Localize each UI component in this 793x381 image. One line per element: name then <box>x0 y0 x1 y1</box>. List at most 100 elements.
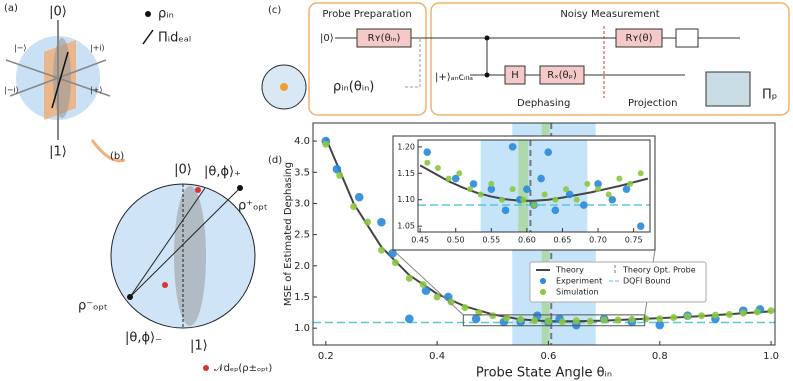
box-title: Probe Preparation <box>322 9 411 20</box>
y-tick-label: 1.20 <box>397 142 415 151</box>
x-tick-label: 0.50 <box>447 236 465 245</box>
gate-label: Rₓ(θₚ) <box>547 70 577 81</box>
point <box>711 311 719 319</box>
point <box>698 312 706 320</box>
x-tick-label: 0.6 <box>540 351 556 362</box>
state: ρ⁺ₒₚₜ <box>238 199 268 214</box>
box-title: Noisy Measurement <box>560 9 659 20</box>
state: |1⟩ <box>49 145 67 160</box>
state: |θ,ϕ⟩₊ <box>204 165 241 180</box>
x-tick-label: 0.65 <box>554 236 572 245</box>
state: |0⟩ <box>49 5 67 20</box>
band <box>518 140 529 232</box>
panel-b: (b) |0⟩ |θ,ϕ⟩₊ ρ⁺ₒₚₜ ρ⁻ₒₚₜ |θ,ϕ⟩₋ |1⟩ 𝒩d… <box>78 151 272 374</box>
point <box>332 164 342 174</box>
point <box>572 317 580 325</box>
point <box>391 259 399 267</box>
point <box>595 186 602 193</box>
gate <box>539 65 585 85</box>
probe-icon <box>280 83 288 91</box>
point <box>642 315 650 323</box>
line <box>419 164 649 202</box>
point <box>322 140 330 148</box>
line <box>129 187 241 298</box>
point <box>350 203 358 211</box>
point <box>404 314 414 324</box>
box <box>308 2 427 116</box>
y-axis-title: MSE of Estimated Dephasing <box>283 162 294 306</box>
point <box>509 186 516 193</box>
point <box>637 170 644 177</box>
x-tick-label: 0.2 <box>318 351 334 362</box>
point <box>622 185 631 193</box>
control <box>484 35 490 41</box>
legend-text: 𝒩dₑₚ(ρ±ₒₚₜ) <box>214 363 272 374</box>
point <box>475 309 483 317</box>
x-tick-label: 0.8 <box>652 351 668 362</box>
point <box>656 315 664 323</box>
point <box>594 180 602 188</box>
rho-label: ρᵢₙ(θᵢₙ) <box>333 80 374 95</box>
detector <box>705 71 751 107</box>
meter <box>675 28 699 48</box>
point <box>127 294 133 300</box>
legend-box <box>529 261 707 303</box>
gate <box>504 65 526 85</box>
legend-text: Theory <box>555 266 584 275</box>
box <box>430 2 790 116</box>
point <box>477 191 484 198</box>
point <box>586 317 594 325</box>
point <box>558 318 566 326</box>
plot-frame <box>312 122 776 346</box>
point <box>537 174 545 183</box>
point <box>489 312 497 320</box>
state: |0⟩ <box>174 163 192 178</box>
point <box>471 314 481 324</box>
point <box>544 317 552 325</box>
x-axis-title: Probe State Angle θᵢₙ <box>476 366 612 381</box>
y-tick-label: 4.0 <box>294 136 310 147</box>
point <box>544 148 553 156</box>
y-tick-label: 2.5 <box>294 230 310 241</box>
point <box>552 196 559 203</box>
point <box>424 159 431 166</box>
point <box>523 185 531 193</box>
legend: Theory Experiment Simulation Theory Opt. Pr… <box>529 261 707 303</box>
gate-label: Rʏ(θᵢₙ) <box>368 33 401 44</box>
point <box>739 309 747 317</box>
panel-c: (c) Probe Preparation Noisy Measurement … <box>261 2 790 116</box>
legend-text: Simulation <box>556 288 599 297</box>
gate-label: H <box>511 70 519 81</box>
point <box>498 196 505 203</box>
legend-text: DQFI Bound <box>623 277 671 286</box>
point <box>531 202 537 209</box>
x-tick-label: 1.0 <box>763 351 779 362</box>
line <box>129 187 206 298</box>
ellipse <box>174 186 206 326</box>
ellipse <box>53 38 71 118</box>
point <box>608 195 617 204</box>
point <box>551 206 560 215</box>
point <box>451 174 460 183</box>
arrow <box>51 51 69 109</box>
point <box>541 191 548 198</box>
legend-text: Experiment <box>556 277 602 286</box>
point <box>461 304 469 312</box>
legend-marker <box>145 11 151 17</box>
legend-text: Theory Opt. Probe <box>622 266 696 275</box>
axis <box>9 59 107 97</box>
point <box>573 196 580 203</box>
point <box>605 191 612 198</box>
y-tick-label: 2.0 <box>294 261 310 272</box>
state: |1⟩ <box>190 339 208 354</box>
point <box>753 308 761 316</box>
point <box>517 315 525 323</box>
state: |−i⟩ <box>4 86 19 95</box>
point <box>488 180 495 187</box>
gate-label: Rʏ(θ) <box>626 33 653 44</box>
band <box>480 140 588 232</box>
point <box>469 180 478 188</box>
arrow <box>90 139 126 163</box>
control <box>484 72 490 78</box>
